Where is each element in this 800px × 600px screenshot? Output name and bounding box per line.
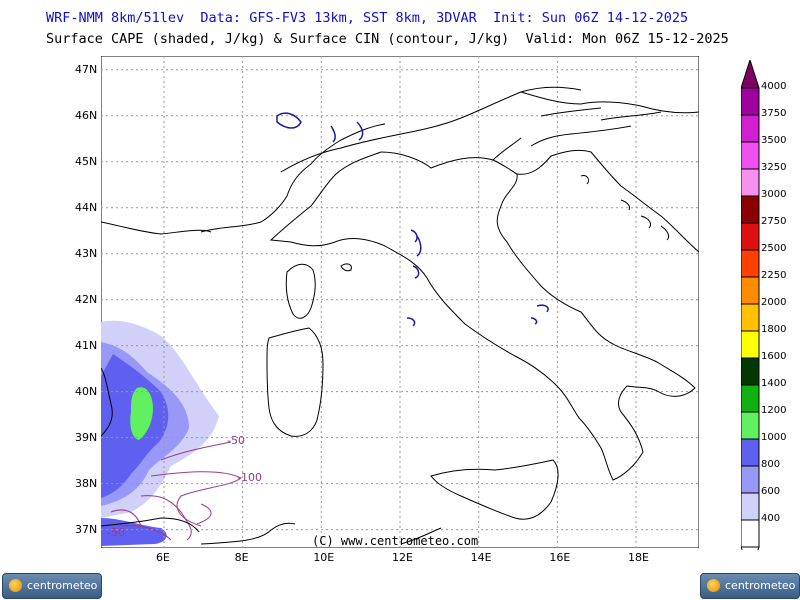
lakes <box>276 112 549 327</box>
latitude-label: 47N <box>75 62 98 76</box>
colorbar-blocks <box>741 60 760 550</box>
centrometeo-logo-right[interactable]: centrometeo <box>700 573 800 599</box>
sun-icon <box>9 579 22 592</box>
latitude-label: 41N <box>75 338 98 352</box>
colorbar-top-arrow <box>741 60 760 89</box>
colorbar-level-label: 4000 <box>761 81 787 92</box>
colorbar-level-label: 1200 <box>761 405 787 416</box>
sun-icon <box>707 579 720 592</box>
colorbar-level-label: 3500 <box>761 135 787 146</box>
centrometeo-logo-left[interactable]: centrometeo <box>2 573 102 599</box>
latitude-label: 38N <box>75 476 98 490</box>
colorbar-block <box>741 276 760 305</box>
colorbar-block <box>741 114 760 143</box>
coastlines-and-borders <box>101 86 699 545</box>
latitude-label: 44N <box>75 200 98 214</box>
cin-label: -50 <box>227 434 245 447</box>
latitude-label: 45N <box>75 154 98 168</box>
header-title-line1: WRF-NMM 8km/51lev Data: GFS-FV3 13km, SS… <box>46 10 689 26</box>
cin-label: -100 <box>237 471 262 484</box>
longitude-label: 18E <box>628 551 649 564</box>
colorbar-block <box>741 303 760 332</box>
colorbar-legend <box>741 60 760 550</box>
colorbar-block <box>741 357 760 386</box>
colorbar-block <box>741 492 760 521</box>
colorbar-level-label: 1600 <box>761 351 787 362</box>
colorbar-block <box>741 168 760 197</box>
colorbar-level-label: 800 <box>761 459 781 470</box>
colorbar-block <box>741 222 760 251</box>
colorbar-level-label: 3750 <box>761 108 787 119</box>
longitude-label: 16E <box>549 551 571 564</box>
colorbar-block <box>741 330 760 359</box>
colorbar-level-label: 1800 <box>761 324 787 335</box>
colorbar-block <box>741 87 760 116</box>
colorbar-block <box>741 384 760 413</box>
colorbar-level-label: 1400 <box>761 378 787 389</box>
copyright-credit: (C) www.centrometeo.com <box>312 534 479 548</box>
latitude-label: 37N <box>75 522 98 536</box>
latitude-label: 46N <box>75 108 98 122</box>
latitude-label: 43N <box>75 246 98 260</box>
colorbar-block <box>741 438 760 467</box>
colorbar-level-label: 2250 <box>761 270 787 281</box>
colorbar-block <box>741 519 760 548</box>
header-title-line2: Surface CAPE (shaded, J/kg) & Surface CI… <box>46 31 729 47</box>
longitude-label: 6E <box>155 551 170 564</box>
colorbar-block <box>741 465 760 494</box>
logo-text: centrometeo <box>27 579 98 592</box>
colorbar-bottom-arrow <box>741 546 760 550</box>
cin-label: -50 <box>107 526 125 539</box>
colorbar-level-label: 1000 <box>761 432 787 443</box>
colorbar-block <box>741 195 760 224</box>
cape-shading <box>101 320 219 546</box>
latitude-label: 42N <box>75 292 98 306</box>
cin-contour-labels: -50 -100 -50 <box>107 434 262 539</box>
cin-contours <box>110 441 242 541</box>
logo-text: centrometeo <box>725 579 796 592</box>
colorbar-level-label: 2000 <box>761 297 787 308</box>
colorbar-level-label: 3250 <box>761 162 787 173</box>
longitude-label: 14E <box>470 551 492 564</box>
colorbar-block <box>741 141 760 170</box>
colorbar-level-label: 400 <box>761 513 781 524</box>
colorbar-block <box>741 249 760 278</box>
colorbar-level-label: 2500 <box>761 243 787 254</box>
colorbar-level-label: 600 <box>761 486 781 497</box>
latitude-label: 39N <box>75 430 98 444</box>
latitude-label: 40N <box>75 384 98 398</box>
longitude-label: 10E <box>313 551 335 564</box>
colorbar-block <box>741 411 760 440</box>
forecast-map: -50 -100 -50 <box>101 56 699 548</box>
colorbar-level-label: 2750 <box>761 216 787 227</box>
longitude-label: 12E <box>392 551 413 564</box>
colorbar-level-label: 3000 <box>761 189 787 200</box>
longitude-label: 8E <box>234 551 249 564</box>
